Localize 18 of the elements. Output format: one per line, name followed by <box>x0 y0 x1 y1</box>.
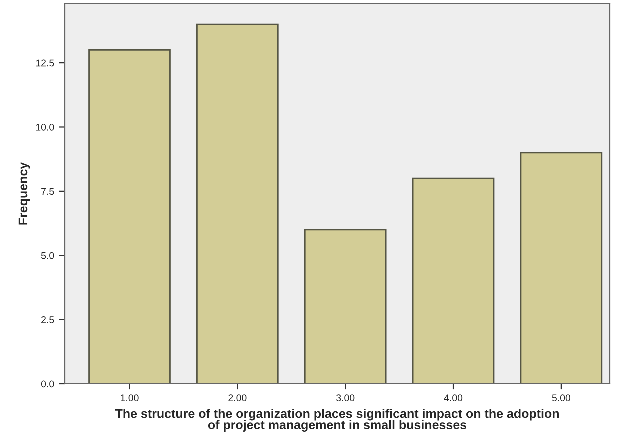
bar <box>304 229 387 384</box>
x-tick-label: 4.00 <box>444 394 463 402</box>
y-tick-label: 0.0 <box>41 380 54 388</box>
y-tick-label: 7.5 <box>42 188 54 196</box>
bar <box>196 24 279 384</box>
y-tick-label: 5.0 <box>41 252 54 260</box>
x-tick-label: 3.00 <box>336 394 355 402</box>
y-axis-title: Frequency <box>18 162 30 225</box>
bar <box>520 152 603 384</box>
x-axis-title: The structure of the organization places significant impact on the adoption of project management in small businesses <box>115 409 559 432</box>
y-tick-label: 12.5 <box>36 60 54 67</box>
bar <box>88 50 171 384</box>
bar <box>412 178 495 384</box>
x-tick-label: 2.00 <box>228 394 247 402</box>
x-tick-label: 1.00 <box>121 394 139 402</box>
x-tick-label: 5.00 <box>552 394 571 402</box>
y-tick-label: 10.0 <box>36 124 54 131</box>
y-tick-label: 2.5 <box>42 316 54 324</box>
